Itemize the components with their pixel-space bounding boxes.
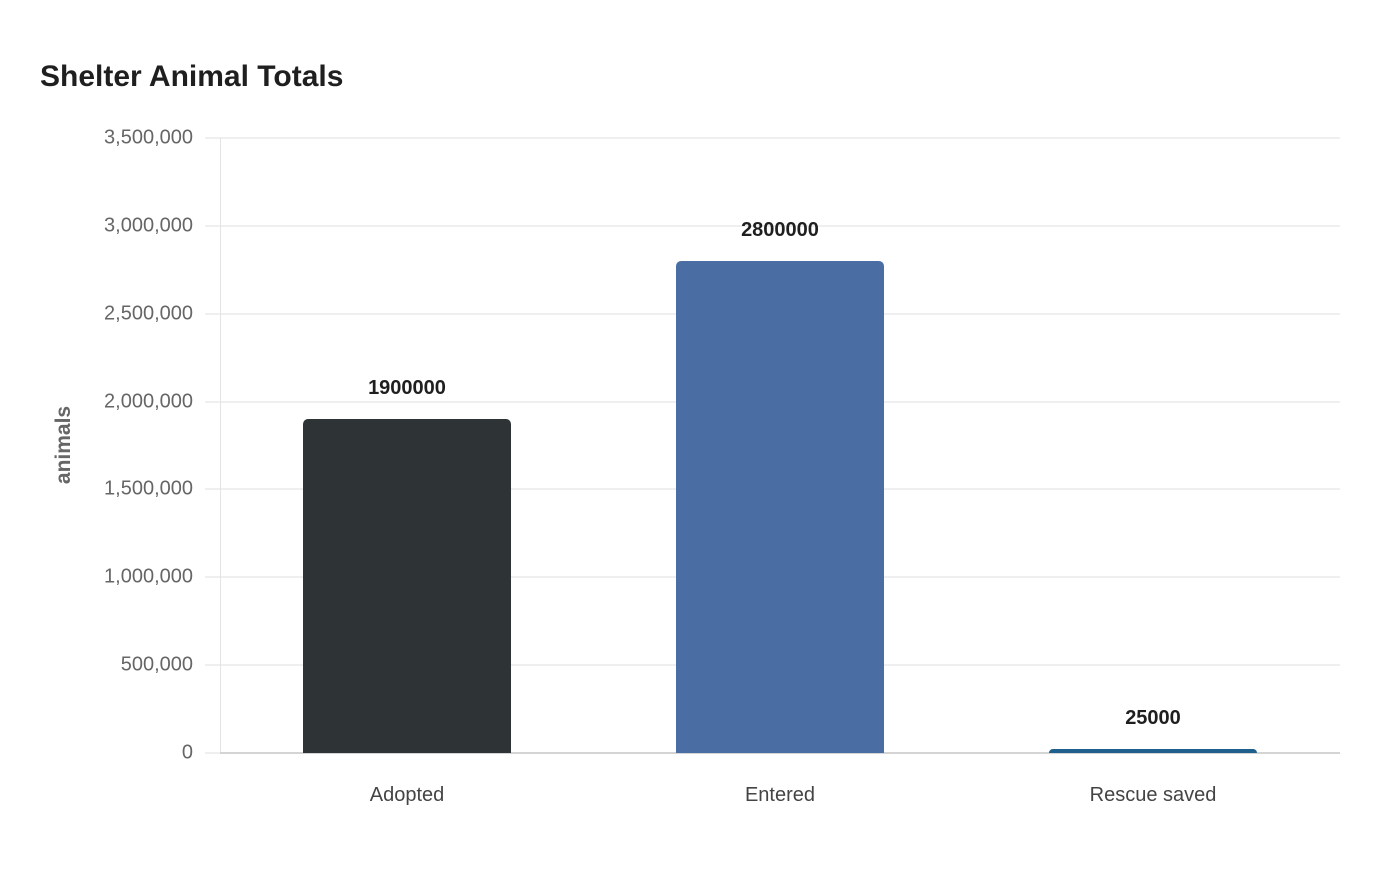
y-tick-label: 500,000 [120,653,193,676]
y-tick-label: 0 [181,741,193,764]
bar-entered[interactable] [676,261,884,753]
y-tick-label: 2,000,000 [104,390,193,413]
x-axis-line [220,752,1340,754]
x-category-label: Entered [744,784,816,806]
y-tick-label: 3,000,000 [104,214,193,237]
bar-rescue-saved[interactable] [1049,748,1257,753]
y-tick-label: 1,500,000 [104,477,193,500]
bar-value-label: 1900000 [368,377,446,400]
y-tick-label: 3,500,000 [104,126,193,149]
x-category-label: Rescue saved [1089,784,1217,806]
y-tick-label: 1,000,000 [104,565,193,588]
x-category-label: Adopted [369,784,445,806]
y-axis-label: animals [52,405,75,485]
bar-value-label: 2800000 [741,219,819,241]
bar-adopted[interactable] [303,419,511,753]
bar-value-label: 25000 [1125,706,1181,729]
y-axis-line [220,138,221,753]
gridline [205,137,1340,139]
y-tick-label: 2,500,000 [104,302,193,325]
gridline [205,224,1340,227]
chart-title: Shelter Animal Totals [40,60,344,93]
